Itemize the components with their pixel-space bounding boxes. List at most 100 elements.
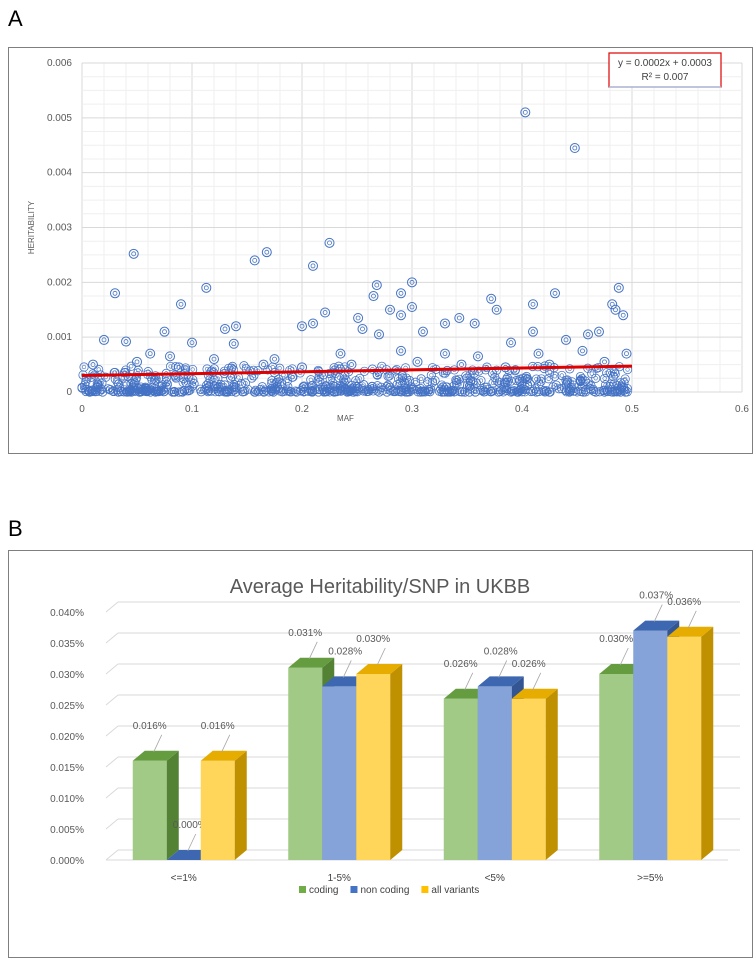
data-point	[368, 291, 379, 302]
gridline-side	[105, 725, 119, 737]
data-label-leader	[308, 641, 318, 659]
data-point-outer	[165, 361, 176, 372]
data-point-inner	[591, 387, 596, 392]
data-point-outer	[219, 366, 230, 376]
data-point	[201, 282, 212, 293]
data-point	[440, 348, 450, 359]
data-point-outer	[561, 375, 571, 385]
legend-swatch	[350, 886, 358, 893]
data-point-outer	[249, 387, 260, 397]
data-point-outer	[521, 373, 531, 383]
data-point-outer	[257, 382, 267, 392]
data-point	[121, 336, 131, 347]
data-point	[418, 326, 428, 337]
data-point-inner	[231, 341, 237, 347]
equation-box	[608, 52, 722, 88]
data-point-inner	[488, 296, 494, 302]
data-point-outer	[565, 386, 575, 396]
data-point-outer	[465, 383, 475, 393]
data-point	[486, 293, 497, 304]
data-point-outer	[229, 381, 240, 392]
data-point-outer	[599, 373, 610, 384]
data-point-inner	[230, 364, 235, 369]
data-point-inner	[583, 378, 588, 384]
data-point-inner	[612, 389, 617, 394]
data-point-outer	[264, 387, 274, 397]
data-point-outer	[94, 364, 104, 375]
data-point-outer	[465, 370, 475, 380]
data-point-outer	[416, 374, 426, 384]
data-point	[610, 304, 621, 315]
data-point-outer	[119, 387, 129, 397]
data-point	[621, 348, 632, 359]
data-point-inner	[189, 340, 195, 346]
data-point	[99, 334, 109, 345]
data-point-outer	[374, 387, 384, 397]
data-point-inner	[442, 351, 448, 357]
data-point-inner	[360, 326, 365, 332]
data-point	[528, 326, 538, 337]
data-point-inner	[547, 370, 552, 375]
y-tick-label: 0.030%	[50, 670, 84, 681]
bar-top	[633, 620, 680, 631]
data-point-inner	[207, 384, 212, 389]
data-point-inner	[552, 374, 557, 379]
data-point	[374, 329, 384, 340]
data-point-inner	[349, 362, 354, 367]
y-tick-label: 0.003	[47, 223, 72, 234]
data-point-inner	[536, 382, 542, 387]
data-point-outer	[600, 380, 611, 390]
data-point-inner	[355, 315, 361, 321]
data-point-outer	[400, 363, 411, 373]
data-point-outer	[285, 365, 295, 375]
data-point-inner	[317, 374, 322, 380]
data-point-inner	[444, 384, 449, 390]
data-point-outer	[368, 386, 378, 396]
data-label-leader	[498, 660, 508, 678]
data-label-leader	[619, 647, 629, 666]
data-point	[594, 326, 604, 337]
bar-coding	[132, 750, 179, 860]
data-point-outer	[430, 375, 440, 386]
data-point-outer	[158, 380, 168, 390]
data-label-leader	[464, 672, 474, 690]
data-point	[261, 247, 272, 258]
bar-side	[701, 626, 714, 860]
data-label-leader	[342, 660, 352, 678]
data-point-outer	[576, 376, 586, 386]
data-point-inner	[589, 371, 594, 376]
data-point-outer	[474, 366, 484, 376]
data-point-outer	[383, 380, 393, 390]
data-point-inner	[264, 249, 270, 255]
data-point-inner	[327, 240, 332, 246]
data-point	[145, 348, 156, 359]
data-point-outer	[536, 376, 546, 386]
data-point	[454, 312, 465, 323]
data-point-outer	[296, 386, 306, 396]
legend-label: non coding	[360, 885, 409, 896]
bar-front	[667, 636, 702, 860]
data-point-inner	[230, 374, 235, 379]
bar-top	[288, 657, 335, 668]
data-point-outer	[140, 383, 151, 393]
data-point-inner	[413, 380, 418, 385]
data-point-inner	[170, 389, 175, 395]
data-point-inner	[115, 379, 120, 385]
data-point-outer	[610, 369, 620, 379]
data-point-outer	[534, 379, 544, 389]
data-point-outer	[478, 385, 488, 396]
data-point-outer	[177, 387, 187, 397]
data-point-inner	[530, 329, 536, 335]
data-point-inner	[301, 383, 307, 389]
data-point-inner	[517, 377, 522, 382]
data-point-outer	[290, 386, 301, 396]
data-point-inner	[472, 386, 477, 391]
data-point-inner	[522, 387, 528, 392]
data-point-inner	[571, 389, 576, 394]
data-point-inner	[286, 388, 291, 394]
data-point-outer	[610, 387, 620, 397]
data-label: 0.016%	[201, 721, 235, 732]
data-point-inner	[123, 339, 129, 344]
bar-side	[390, 664, 403, 860]
data-point-inner	[232, 384, 237, 389]
